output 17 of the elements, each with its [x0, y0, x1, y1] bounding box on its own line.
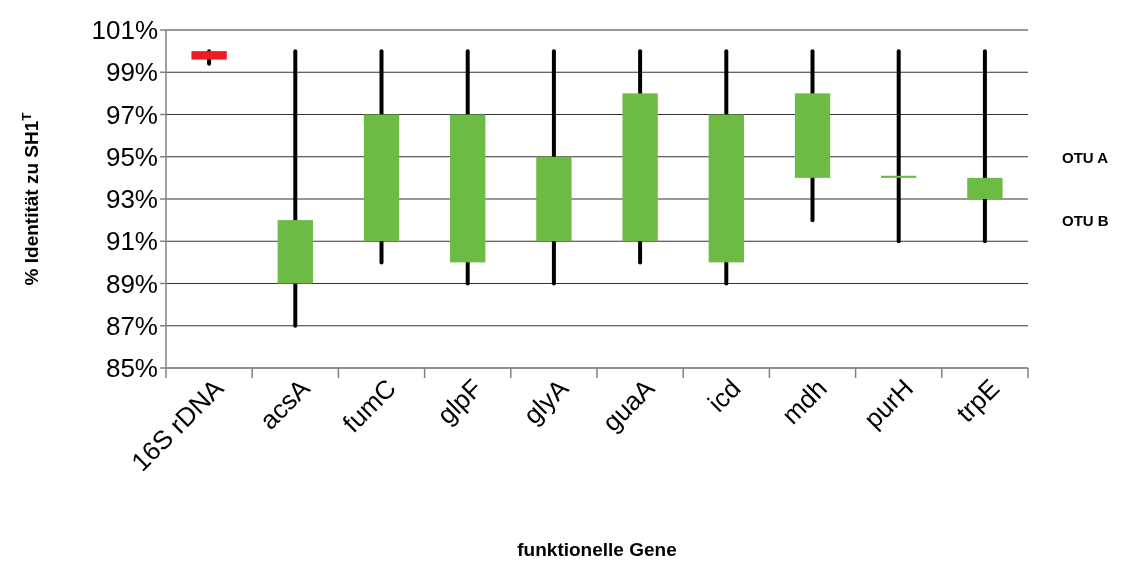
- x-tick-label: icd: [701, 373, 747, 418]
- y-tick-label: 93%: [105, 184, 158, 215]
- y-tick-label: 91%: [105, 226, 158, 257]
- x-tick-label: trpE: [950, 373, 1006, 428]
- text: OTU A: [1062, 149, 1109, 166]
- y-tick-label: 95%: [105, 141, 158, 172]
- x-tick-label: mdh: [775, 373, 833, 431]
- y-tick-label: 99%: [105, 57, 158, 88]
- y-tick-label: 101%: [91, 15, 158, 46]
- x-axis-title: funktionelle Gene: [517, 539, 677, 560]
- y-tick-label: 85%: [105, 353, 158, 384]
- candlestick: [967, 49, 1003, 244]
- candlestick: [881, 49, 917, 244]
- text: OTU B: [1062, 212, 1109, 229]
- y-tick-label: 87%: [105, 310, 158, 341]
- y-tick-label: 97%: [105, 99, 158, 130]
- y-tick-label: 89%: [105, 268, 158, 299]
